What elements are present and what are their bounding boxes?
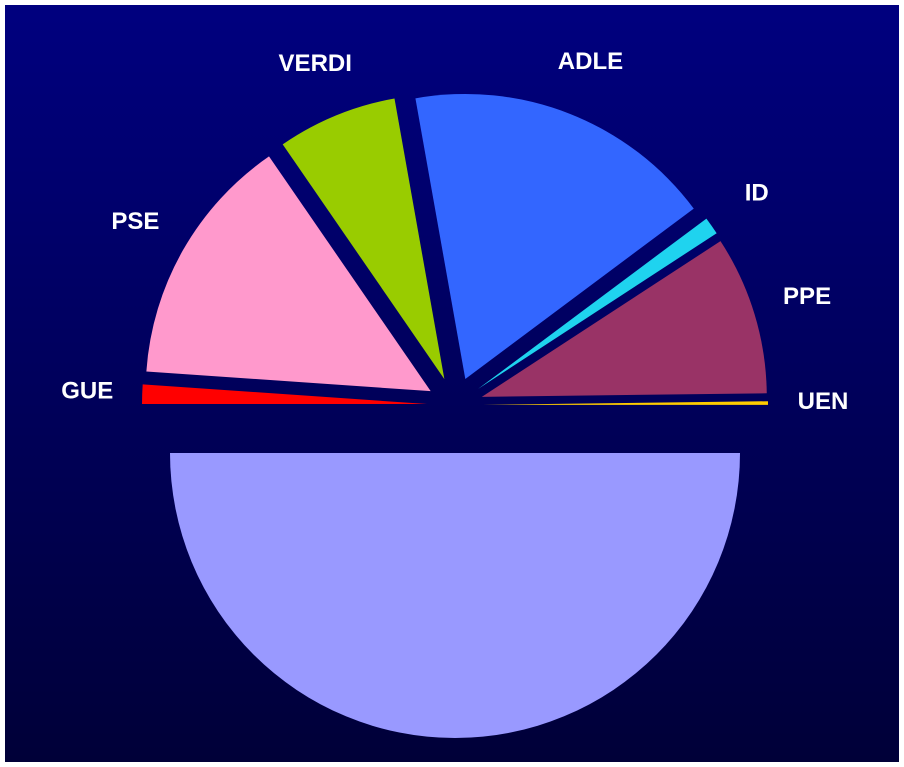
slice-label: PPE	[783, 283, 831, 310]
pie-slice	[170, 453, 740, 738]
slice-label: ADLE	[558, 48, 623, 75]
pie-slice	[477, 218, 717, 389]
slice-label: PSE	[111, 208, 159, 235]
pie-slice	[415, 93, 694, 379]
pie-slice	[142, 384, 428, 405]
pie-slice	[146, 156, 431, 392]
slice-label: GUE	[61, 378, 113, 405]
slice-label: UEN	[798, 388, 849, 415]
slice-label: VERDI	[279, 50, 352, 77]
pie-slice	[481, 241, 767, 397]
slice-label: ID	[745, 180, 769, 207]
pie-slice	[282, 98, 445, 380]
pie-slice	[482, 401, 768, 405]
